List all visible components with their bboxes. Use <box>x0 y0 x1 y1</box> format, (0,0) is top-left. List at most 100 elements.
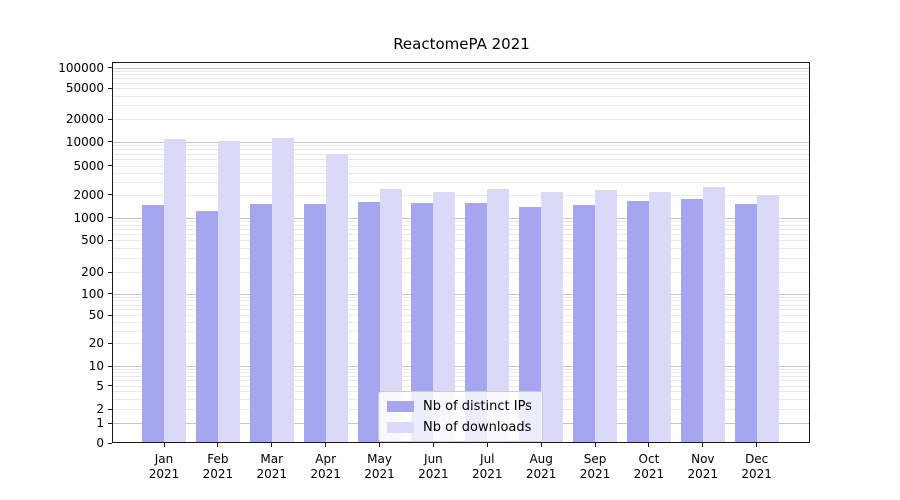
y-tick-label: 2000 <box>73 187 104 202</box>
gridline-7 <box>113 376 809 378</box>
y-tick-mark <box>108 165 112 166</box>
bar-ips-nov-2021 <box>680 198 703 442</box>
y-tick-mark <box>108 87 112 89</box>
gridline-4000 <box>113 172 809 174</box>
gridline-10 <box>113 366 809 367</box>
gridline-10000 <box>113 141 809 143</box>
x-tick-label: Nov 2021 <box>687 452 719 481</box>
y-tick-mark <box>108 342 112 344</box>
y-tick-label: 10 <box>88 359 104 373</box>
bar-group-nov-2021 <box>680 186 725 442</box>
bar-group-jan-2021 <box>142 139 186 442</box>
x-tick-mark <box>271 443 273 447</box>
gridline-70000 <box>113 78 809 80</box>
y-tick-mark <box>108 365 112 367</box>
x-tick-mark <box>648 443 650 447</box>
bar-ips-sep-2021 <box>573 204 596 442</box>
gridline-50 <box>113 315 809 316</box>
bar-ips-jan-2021 <box>142 205 164 442</box>
gridline-300 <box>113 257 809 259</box>
x-tick-mark <box>432 443 434 447</box>
gridline-60000 <box>113 82 809 84</box>
bar-ips-dec-2021 <box>734 204 757 442</box>
bar-group-may-2021 <box>357 188 402 442</box>
gridline-100 <box>113 293 809 295</box>
bar-group-jun-2021 <box>411 192 456 442</box>
y-tick-label: 20000 <box>65 112 104 126</box>
bar-group-apr-2021 <box>303 154 348 442</box>
bar-ips-may-2021 <box>357 202 380 442</box>
bar-downloads-jul-2021 <box>487 189 510 442</box>
bar-ips-mar-2021 <box>249 203 272 442</box>
bar-downloads-sep-2021 <box>595 190 618 442</box>
x-tick-mark <box>702 443 704 447</box>
gridline-3000 <box>113 181 809 183</box>
gridline-80000 <box>113 74 809 76</box>
bar-ips-jul-2021 <box>465 203 488 442</box>
bar-ips-aug-2021 <box>519 207 542 442</box>
bar-ips-apr-2021 <box>303 203 326 442</box>
x-tick-label: Jan 2021 <box>148 452 180 481</box>
gridline-900 <box>113 220 809 222</box>
gridline-50000 <box>113 88 809 89</box>
bar-group-aug-2021 <box>519 191 564 442</box>
bar-downloads-may-2021 <box>379 188 402 442</box>
y-tick-label: 50000 <box>65 81 104 95</box>
y-tick-label: 1000 <box>73 210 104 225</box>
plot-area: Nb of distinct IPs Nb of downloads <box>112 62 810 443</box>
gridline-20 <box>113 343 809 344</box>
gridline-1000 <box>113 217 809 219</box>
gridline-9000 <box>113 145 809 147</box>
gridline-5000 <box>113 165 809 167</box>
y-tick-label: 0 <box>96 436 104 450</box>
x-tick-label: Jun 2021 <box>418 452 449 481</box>
gridline-400 <box>113 247 809 249</box>
gridline-60 <box>113 309 809 311</box>
y-tick-label: 10000 <box>65 134 104 149</box>
y-tick-mark <box>108 217 112 218</box>
y-tick-label: 100000 <box>58 60 104 75</box>
gridline-30 <box>113 330 809 332</box>
gridline-7000 <box>113 153 809 155</box>
gridline-8000 <box>113 149 809 151</box>
y-tick-mark <box>108 67 112 68</box>
bar-group-mar-2021 <box>249 138 294 442</box>
gridline-6000 <box>113 159 809 161</box>
bar-ips-feb-2021 <box>195 211 218 442</box>
x-tick-label: Jul 2021 <box>472 452 503 481</box>
y-tick-label: 500 <box>81 233 104 247</box>
bar-downloads-aug-2021 <box>541 191 564 442</box>
bar-downloads-dec-2021 <box>756 195 779 442</box>
gridline-700 <box>113 229 809 231</box>
gridline-500 <box>113 240 809 241</box>
legend-label-downloads: Nb of downloads <box>423 419 532 435</box>
y-tick-mark <box>108 141 112 142</box>
x-tick-mark <box>379 443 381 447</box>
legend-item-ips: Nb of distinct IPs <box>387 398 532 414</box>
y-tick-mark <box>108 385 112 386</box>
x-tick-label: Feb 2021 <box>202 452 234 481</box>
gridline-100000 <box>113 67 809 69</box>
gridline-5 <box>113 385 809 387</box>
x-tick-label: Oct 2021 <box>633 452 665 481</box>
x-tick-mark <box>486 443 488 447</box>
legend-swatch-ips <box>387 400 414 412</box>
y-tick-mark <box>108 194 112 195</box>
gridline-90000 <box>113 70 809 72</box>
gridline-30000 <box>113 105 809 107</box>
x-tick-mark <box>540 443 542 447</box>
gridline-800 <box>113 224 809 226</box>
bar-group-feb-2021 <box>195 140 240 442</box>
chart-title: ReactomePA 2021 <box>393 35 530 53</box>
legend: Nb of distinct IPs Nb of downloads <box>378 391 543 442</box>
bar-downloads-oct-2021 <box>648 191 671 442</box>
bar-group-dec-2021 <box>734 195 779 442</box>
y-tick-label: 200 <box>81 265 104 279</box>
y-tick-mark <box>108 442 112 444</box>
y-tick-mark <box>108 422 112 424</box>
x-tick-label: Apr 2021 <box>310 452 341 481</box>
x-tick-label: Mar 2021 <box>256 452 288 481</box>
bar-group-oct-2021 <box>626 191 671 442</box>
legend-swatch-downloads <box>387 421 414 433</box>
